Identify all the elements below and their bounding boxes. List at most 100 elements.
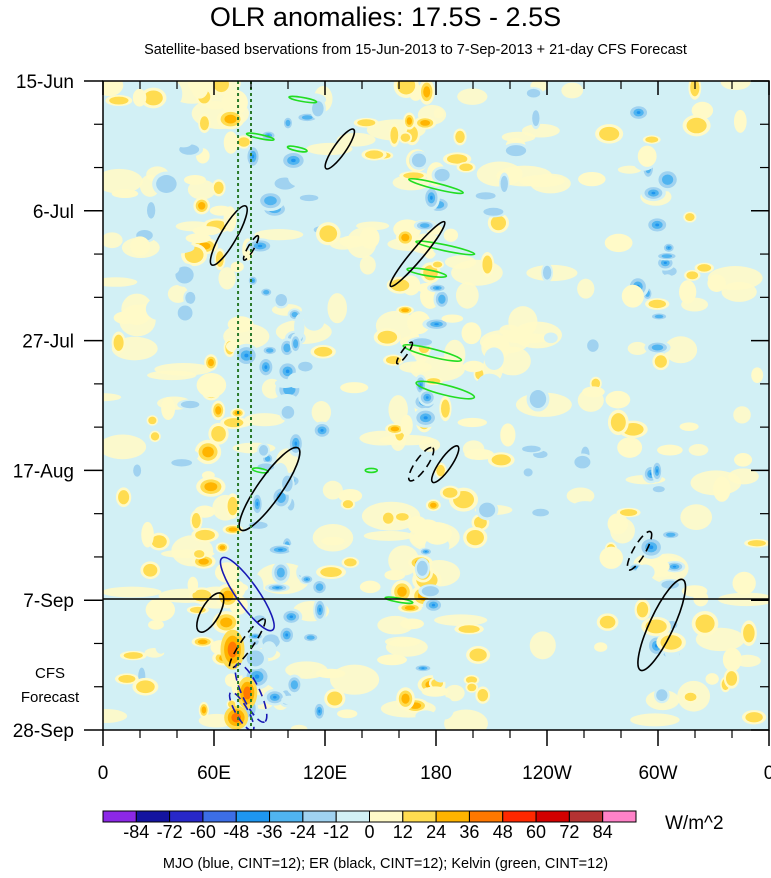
anomaly-cell bbox=[599, 126, 620, 141]
anomaly-cell bbox=[199, 116, 209, 131]
anomaly-cell bbox=[457, 417, 488, 428]
anomaly-cell bbox=[220, 617, 233, 628]
anomaly-cell bbox=[574, 455, 591, 469]
anomaly-cell bbox=[151, 535, 167, 548]
anomaly-cell bbox=[462, 360, 485, 373]
anomaly-cell bbox=[423, 86, 431, 98]
anomaly-cell bbox=[467, 683, 477, 692]
anomaly-cell bbox=[143, 90, 163, 106]
anomaly-cell bbox=[496, 165, 553, 187]
anomaly-cell bbox=[276, 394, 298, 405]
anomaly-cell bbox=[578, 171, 606, 187]
y-tick-label: 6-Jul bbox=[33, 202, 74, 223]
anomaly-cell bbox=[296, 564, 321, 578]
anomaly-cell bbox=[713, 476, 731, 502]
anomaly-cell bbox=[285, 369, 290, 374]
anomaly-cell bbox=[162, 467, 193, 491]
anomaly-cell bbox=[262, 81, 276, 90]
anomaly-cell bbox=[732, 571, 756, 595]
anomaly-cell bbox=[183, 174, 206, 185]
anomaly-cell bbox=[617, 165, 642, 174]
anomaly-cell bbox=[435, 696, 455, 720]
anomaly-cell bbox=[434, 614, 488, 626]
anomaly-cell bbox=[205, 101, 226, 110]
anomaly-cell bbox=[359, 255, 376, 275]
anomaly-cell bbox=[666, 532, 676, 537]
anomaly-cell bbox=[336, 132, 376, 147]
anomaly-cell bbox=[357, 119, 376, 127]
anomaly-cell bbox=[301, 115, 313, 120]
anomaly-cell bbox=[589, 356, 607, 369]
anomaly-cell bbox=[627, 341, 648, 355]
anomaly-cell bbox=[728, 468, 759, 485]
anomaly-cell bbox=[686, 271, 699, 280]
anomaly-cell bbox=[283, 343, 291, 353]
anomaly-cell bbox=[435, 628, 457, 646]
anomaly-cell bbox=[294, 314, 305, 341]
er-contour bbox=[637, 578, 687, 672]
anomaly-cell bbox=[542, 265, 552, 280]
x-axis: 0 60E 120E 180 120W 60W 0 bbox=[98, 81, 771, 784]
anomaly-cell bbox=[164, 81, 183, 108]
anomaly-cell bbox=[641, 120, 663, 134]
kelvin-contour bbox=[408, 177, 464, 195]
anomaly-cell bbox=[648, 299, 666, 309]
anomaly-cell bbox=[224, 418, 244, 428]
anomaly-cell bbox=[384, 636, 421, 647]
er-contour bbox=[209, 205, 248, 267]
anomaly-cell bbox=[231, 712, 241, 723]
anomaly-cell bbox=[191, 512, 201, 529]
anomaly-cell bbox=[636, 564, 655, 580]
kelvin-contour bbox=[288, 95, 318, 104]
wave-filter-contours bbox=[196, 95, 687, 730]
anomaly-cell bbox=[434, 168, 450, 182]
anomaly-cell bbox=[498, 333, 552, 344]
anomaly-cell bbox=[522, 445, 541, 453]
x-tick-label: 0 bbox=[98, 763, 109, 784]
anomaly-cell bbox=[490, 215, 507, 231]
anomaly-cell bbox=[185, 233, 211, 244]
anomaly-cell bbox=[657, 444, 683, 456]
anomaly-cell bbox=[431, 603, 436, 607]
anomaly-cell bbox=[204, 482, 218, 492]
anomaly-cell bbox=[198, 558, 209, 565]
anomaly-cell bbox=[143, 563, 158, 577]
anomaly-cell bbox=[244, 413, 286, 427]
anomaly-cell bbox=[303, 311, 325, 331]
colorbar-swatch bbox=[602, 810, 637, 823]
er-contour bbox=[238, 446, 301, 532]
anomaly-cell bbox=[406, 117, 413, 125]
anomaly-cell bbox=[148, 619, 164, 630]
anomaly-cell bbox=[218, 267, 236, 290]
kelvin-contour bbox=[364, 467, 379, 474]
anomaly-cell bbox=[103, 434, 147, 460]
anomaly-cell bbox=[224, 673, 238, 687]
anomaly-cell bbox=[162, 261, 180, 275]
anomaly-cell bbox=[103, 586, 162, 598]
anomaly-cell bbox=[180, 400, 200, 409]
anomaly-cell bbox=[197, 639, 208, 645]
anomaly-cell bbox=[399, 361, 432, 373]
anomaly-cell bbox=[400, 133, 411, 142]
anomaly-cell bbox=[224, 114, 237, 124]
anomaly-cell bbox=[227, 316, 254, 333]
colorbar: -84 -72 -60 -48 -36 -24 -12 0 12 24 36 48 60 72 84 bbox=[102, 810, 637, 842]
anomaly-cell bbox=[192, 226, 221, 236]
y-tick-label: 17-Aug bbox=[13, 461, 74, 482]
chart-subtitle: Satellite-based bservations from 15-Jun-… bbox=[144, 42, 687, 58]
anomaly-cell bbox=[541, 426, 565, 436]
anomaly-cell bbox=[679, 422, 699, 432]
anomaly-cell bbox=[423, 416, 428, 420]
anomaly-cell bbox=[438, 294, 446, 304]
anomaly-cell bbox=[111, 189, 139, 199]
anomaly-cell bbox=[681, 585, 708, 597]
anomaly-cell bbox=[230, 261, 244, 273]
anomaly-cell bbox=[246, 528, 266, 542]
anomaly-cell bbox=[648, 545, 654, 550]
anomaly-cell bbox=[521, 601, 545, 610]
anomaly-cell bbox=[733, 406, 751, 424]
anomaly-cell bbox=[253, 430, 281, 441]
anomaly-cell bbox=[529, 390, 547, 409]
anomaly-cell bbox=[320, 567, 342, 578]
colorbar-swatch bbox=[302, 810, 337, 823]
